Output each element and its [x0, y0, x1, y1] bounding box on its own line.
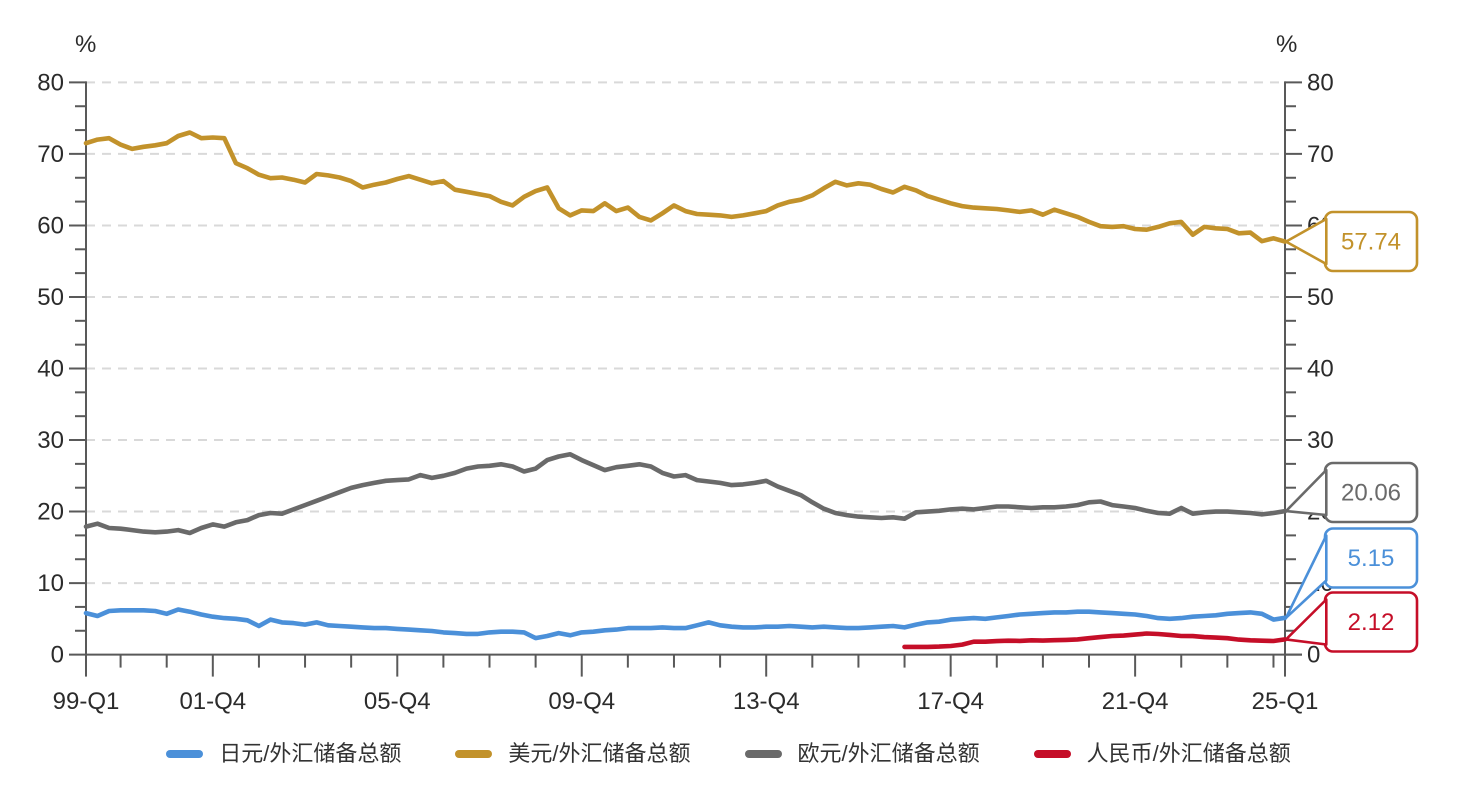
- legend: 日元/外汇储备总额 美元/外汇储备总额 欧元/外汇储备总额 人民币/外汇储备总额: [0, 737, 1457, 771]
- x-axis-label-17-Q4: 17-Q4: [917, 688, 984, 715]
- y-axis-label-right-80: 80: [1307, 69, 1334, 96]
- y-axis-unit-left: %: [75, 31, 96, 58]
- legend-item-usd[interactable]: 美元/外汇储备总额: [455, 741, 691, 766]
- legend-label-cny: 人民币/外汇储备总额: [1086, 741, 1291, 766]
- callout-pointer-jpy: [1284, 534, 1328, 620]
- y-axis-label-right-50: 50: [1307, 284, 1334, 311]
- y-axis-label-left-60: 60: [37, 212, 64, 239]
- callout-value-usd: 57.74: [1341, 229, 1401, 256]
- callout-pointer-eur: [1284, 468, 1328, 517]
- callout-value-eur: 20.06: [1341, 480, 1401, 507]
- x-axis-label-01-Q4: 01-Q4: [179, 688, 246, 715]
- x-axis-label-25-Q1: 25-Q1: [1252, 688, 1319, 715]
- y-axis-label-left-0: 0: [51, 642, 64, 669]
- y-axis-label-right-0: 0: [1307, 642, 1320, 669]
- callout-value-cny: 2.12: [1348, 609, 1395, 636]
- legend-label-usd: 美元/外汇储备总额: [508, 741, 691, 766]
- y-axis-label-left-50: 50: [37, 284, 64, 311]
- series-line-usd: [83, 130, 1288, 244]
- callout-pointer-cny: [1284, 598, 1328, 646]
- legend-label-jpy: 日元/外汇储备总额: [219, 741, 402, 766]
- callout-pointer-usd: [1284, 217, 1328, 266]
- y-axis-label-left-30: 30: [37, 427, 64, 454]
- y-axis-label-left-10: 10: [37, 570, 64, 597]
- legend-label-eur: 欧元/外汇储备总额: [797, 741, 980, 766]
- cny-line-swatch-icon: [1033, 750, 1071, 758]
- y-axis-label-right-70: 70: [1307, 141, 1334, 168]
- y-axis-label-left-40: 40: [37, 356, 64, 383]
- jpy-line-swatch-icon: [166, 750, 204, 758]
- usd-line-swatch-icon: [455, 750, 493, 758]
- x-axis-label-13-Q4: 13-Q4: [733, 688, 800, 715]
- callout-value-jpy: 5.15: [1348, 545, 1395, 572]
- x-axis-label-09-Q4: 09-Q4: [548, 688, 615, 715]
- y-axis-unit-right: %: [1276, 31, 1297, 58]
- legend-item-eur[interactable]: 欧元/外汇储备总额: [744, 741, 980, 766]
- y-axis-label-left-70: 70: [37, 141, 64, 168]
- series-line-eur: [83, 451, 1288, 536]
- x-axis-label-21-Q4: 21-Q4: [1102, 688, 1169, 715]
- y-axis-label-left-20: 20: [37, 499, 64, 526]
- y-axis-label-left-80: 80: [37, 69, 64, 96]
- y-axis-label-right-30: 30: [1307, 427, 1334, 454]
- y-axis-label-right-40: 40: [1307, 356, 1334, 383]
- legend-item-jpy[interactable]: 日元/外汇储备总额: [166, 743, 401, 765]
- x-axis-label-05-Q4: 05-Q4: [364, 688, 431, 715]
- eur-line-swatch-icon: [744, 750, 782, 758]
- series-line-jpy: [83, 607, 1288, 641]
- series-line-cny: [902, 631, 1288, 650]
- legend-item-cny[interactable]: 人民币/外汇储备总额: [1033, 741, 1291, 766]
- x-axis-label-99-Q1: 99-Q1: [53, 688, 120, 715]
